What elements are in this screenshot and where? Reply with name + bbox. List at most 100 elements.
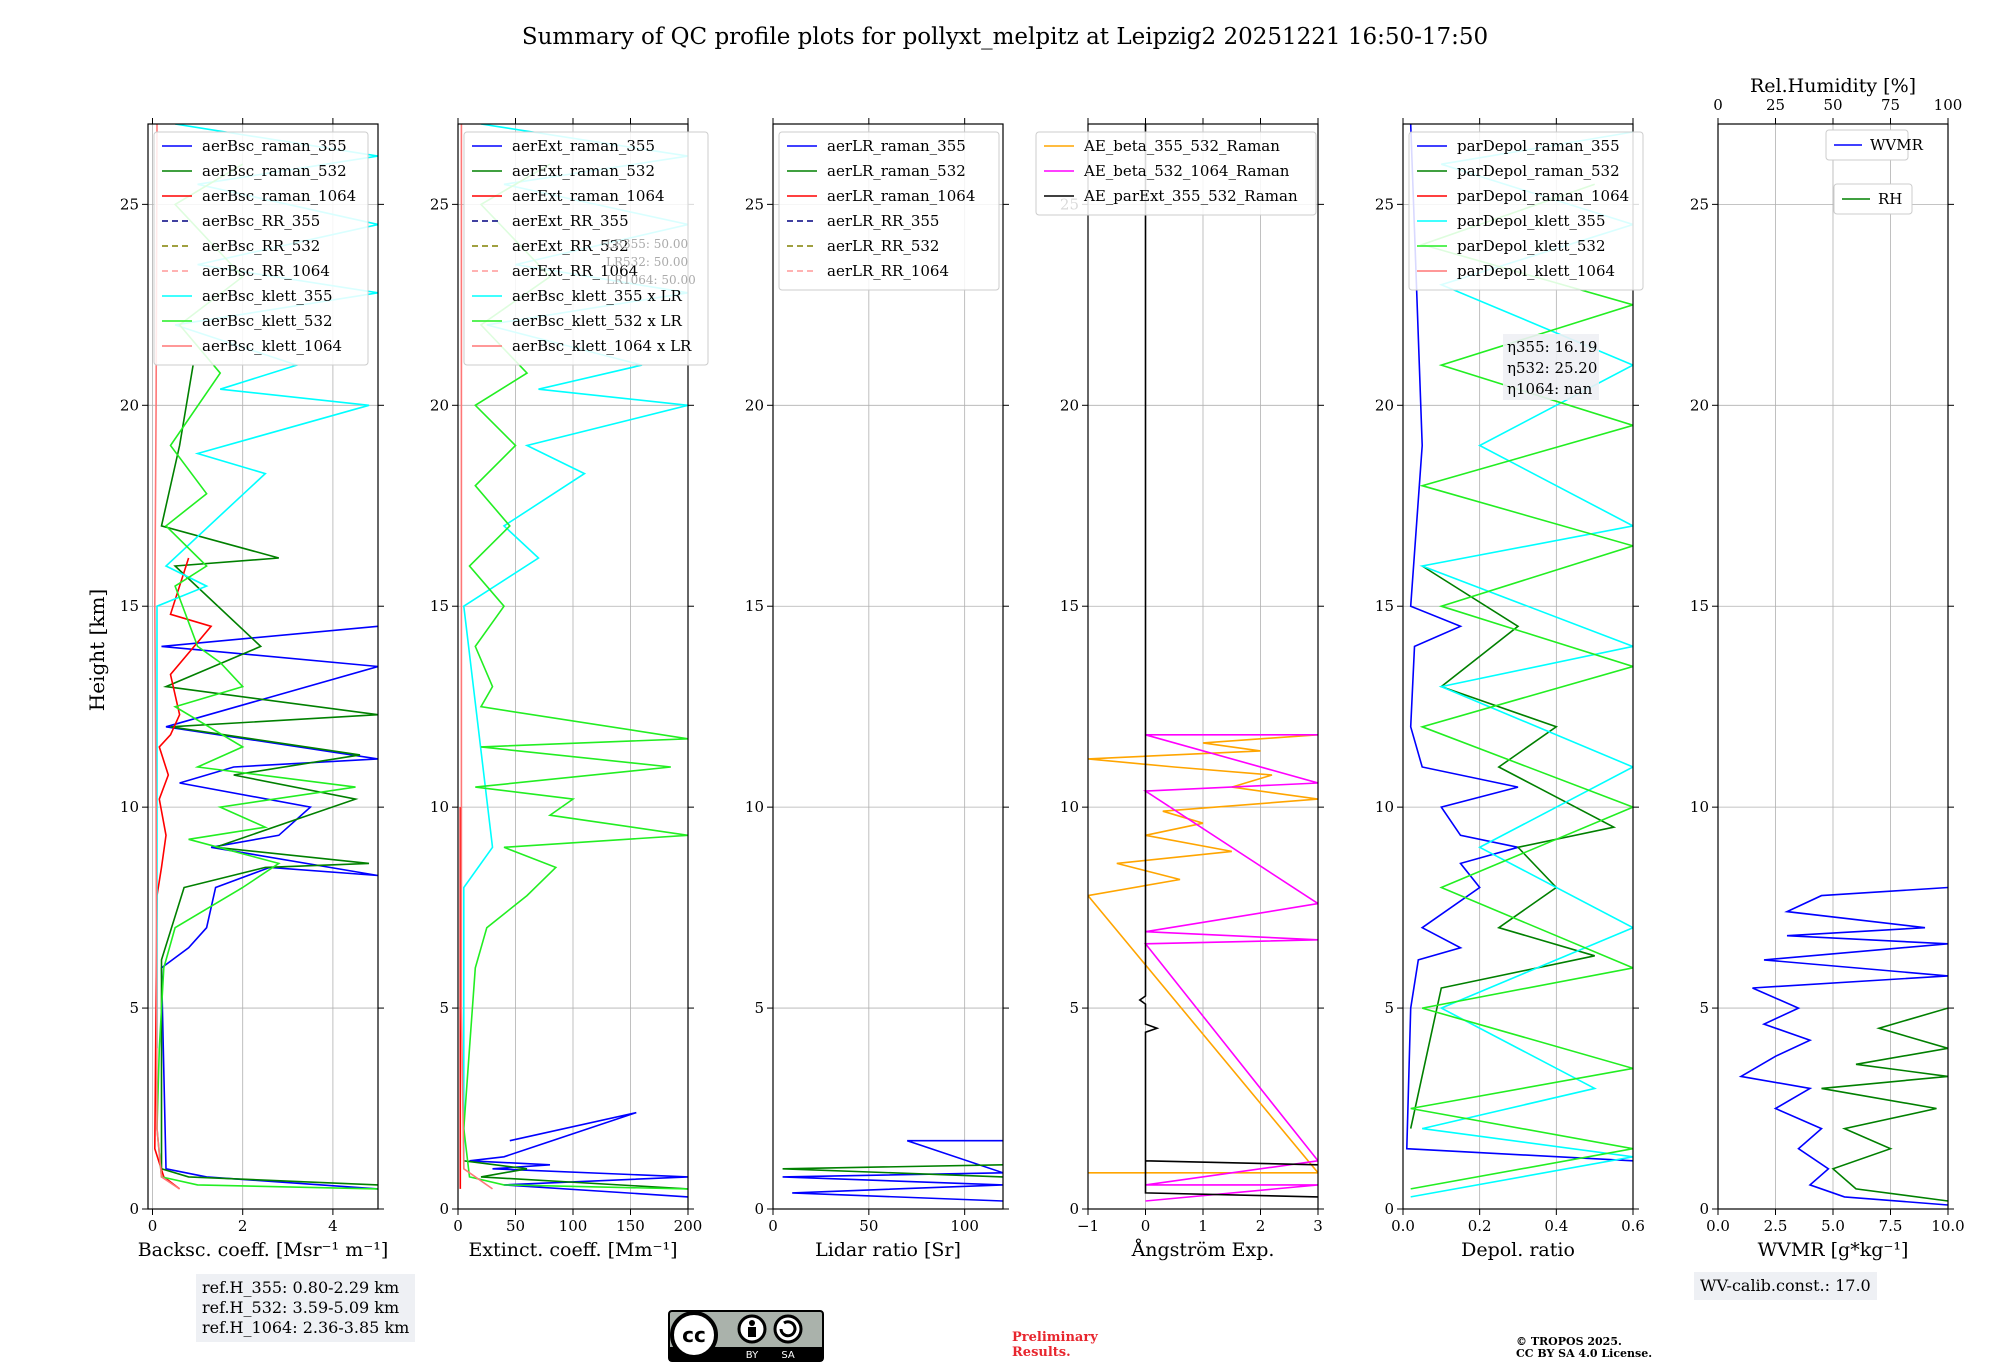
legend-box [1035, 131, 1317, 216]
panel-angstrom: −101230510152025Ångström Exp.AE_beta_355… [1035, 118, 1324, 1261]
license-sa-label: SA [781, 1350, 795, 1361]
top-tick-label: 25 [1766, 96, 1785, 114]
series-aerLR_raman_355 [782, 1139, 1003, 1202]
y-tick-label: 10 [430, 798, 449, 816]
legend-entry: WVMR [1870, 136, 1924, 154]
copyright-notice: © TROPOS 2025. CC BY SA 4.0 License. [1516, 1336, 1652, 1360]
series-aerBsc_klett_532 x LR [462, 163, 688, 1190]
x-tick-label: 100 [950, 1217, 979, 1235]
legend-entry: aerBsc_klett_1064 x LR [512, 337, 692, 355]
y-tick-label: 0 [129, 1200, 139, 1218]
preliminary-line-2: Results. [1012, 1345, 1071, 1360]
x-tick-label: 0.6 [1621, 1217, 1645, 1235]
legend-entry: parDepol_raman_355 [1457, 137, 1620, 155]
x-tick-label: 0.2 [1468, 1217, 1492, 1235]
legend-entry: aerExt_RR_1064 [512, 262, 638, 280]
x-tick-label: 0 [148, 1217, 158, 1235]
y-tick-label: 20 [430, 396, 449, 414]
y-tick-label: 10 [1060, 798, 1079, 816]
y-tick-label: 5 [754, 999, 764, 1017]
panel-backscatter: 0 2 4 0 5 10 15 20 25 Backsc. coeff. [Msr⁻¹ m⁻¹] a… [120, 118, 388, 1261]
legend-entry: aerLR_RR_355 [827, 212, 939, 230]
ref-height-532: ref.H_532: 3.59-5.09 km [202, 1298, 400, 1317]
x-tick-label: 0.0 [1706, 1217, 1730, 1235]
panel-extinction: 0 50 100 150 200 0 5 10 15 20 25 Extinct. coeff. [M… [430, 118, 709, 1261]
axes-frame [1402, 123, 1634, 1210]
ref-height-1064: ref.H_1064: 2.36-3.85 km [202, 1318, 410, 1337]
eta-box [1503, 334, 1599, 400]
series-aerBsc_klett_532 [156, 163, 378, 1190]
y-tick-label: 5 [1699, 999, 1709, 1017]
y-tick-label: 20 [745, 396, 764, 414]
x-tick-label: 150 [616, 1217, 645, 1235]
y-tick-label: 25 [1690, 195, 1709, 213]
ref-height-355: ref.H_355: 0.80-2.29 km [202, 1278, 400, 1297]
top-tick-label: 0 [1713, 96, 1723, 114]
lidar-ratio-annotation: LR355: 50.00 [606, 237, 688, 251]
legend: AE_beta_355_532_Raman AE_beta_532_1064_Ra… [1035, 131, 1317, 216]
series-aerExt_raman_532 [463, 1160, 688, 1190]
wv-calibration-constant: WV-calib.const.: 17.0 [1700, 1276, 1871, 1295]
reference-heights-box: ref.H_355: 0.80-2.29 km ref.H_532: 3.59-… [196, 1274, 416, 1342]
legend-entry: aerExt_raman_1064 [512, 187, 665, 205]
license-by-label: BY [746, 1350, 759, 1361]
x-tick-label: 3 [1313, 1217, 1323, 1235]
series-aerBsc_klett_1064 [153, 124, 181, 1190]
copyright-line-1: © TROPOS 2025. [1516, 1335, 1622, 1348]
x-tick-label: 2.5 [1764, 1217, 1788, 1235]
legend: aerLR_raman_355 aerLR_raman_532 aerLR_rama… [778, 131, 1000, 291]
y-tick-label: 15 [120, 597, 139, 615]
legend-box [1825, 129, 1909, 161]
x-tick-label: 50 [859, 1217, 878, 1235]
copyright-line-2: CC BY SA 4.0 License. [1516, 1347, 1653, 1360]
y-tick-label: 0 [754, 1200, 764, 1218]
y-tick-label: 10 [745, 798, 764, 816]
legend-box [778, 131, 1000, 291]
legend-entry: parDepol_raman_532 [1457, 162, 1620, 180]
legend-entry: aerExt_raman_532 [512, 162, 655, 180]
legend-entry: aerExt_RR_355 [512, 212, 629, 230]
y-tick-label: 5 [129, 999, 139, 1017]
legend-entry: AE_beta_532_1064_Raman [1083, 162, 1290, 180]
cc-icon [670, 1311, 718, 1359]
y-tick-label: 20 [120, 396, 139, 414]
x-tick-label: 0.0 [1391, 1217, 1415, 1235]
x-tick-label: 0 [453, 1217, 463, 1235]
legend-entry: aerExt_RR_532 [512, 237, 629, 255]
series-aerBsc_raman_1064 [153, 557, 213, 1190]
x-tick-label: 7.5 [1879, 1217, 1903, 1235]
x-tick-label: 0 [1141, 1217, 1151, 1235]
legend-entry: RH [1878, 190, 1902, 208]
legend-entry: aerBsc_raman_1064 [202, 187, 356, 205]
legend: WVMR RH [1825, 129, 1924, 215]
x-tick-label: 10.0 [1931, 1217, 1964, 1235]
x-axis-label: Backsc. coeff. [Msr⁻¹ m⁻¹] [138, 1239, 389, 1261]
y-tick-label: 0 [1069, 1200, 1079, 1218]
y-axis-label: Height [km] [85, 589, 109, 711]
y-tick-label: 10 [1690, 798, 1709, 816]
annotations: LR355: 50.00 LR532: 50.00 LR1064: 50.00 [606, 237, 696, 287]
y-tick-label: 0 [1384, 1200, 1394, 1218]
y-tick-label: 15 [745, 597, 764, 615]
panel-lidar_ratio: 0 50 100 0 5 10 15 20 25 Lidar ratio [Sr] aerLR_ra… [745, 118, 1009, 1261]
legend-entry: parDepol_klett_1064 [1457, 262, 1615, 280]
series-aerBsc_raman_532 [160, 364, 378, 1186]
legend-entry: AE_beta_355_532_Raman [1083, 137, 1280, 155]
axes-frame [772, 123, 1004, 1210]
y-tick-label: 25 [430, 195, 449, 213]
top-tick-label: 75 [1881, 96, 1900, 114]
share-alike-icon [773, 1314, 803, 1344]
series-aerLR_raman_532 [782, 1164, 1003, 1178]
top-axis-label: Rel.Humidity [%] [1750, 75, 1916, 97]
x-axis-label: Lidar ratio [Sr] [815, 1239, 961, 1261]
y-tick-label: 0 [439, 1200, 449, 1218]
eta-annotation: η532: 25.20 [1507, 359, 1597, 377]
legend-entry: aerLR_RR_1064 [827, 262, 949, 280]
y-tick-label: 5 [1069, 999, 1079, 1017]
y-tick-label: 25 [745, 195, 764, 213]
y-tick-label: 20 [1690, 396, 1709, 414]
legend-entry: aerBsc_klett_355 [202, 287, 333, 305]
x-axis-label: Depol. ratio [1461, 1239, 1575, 1261]
